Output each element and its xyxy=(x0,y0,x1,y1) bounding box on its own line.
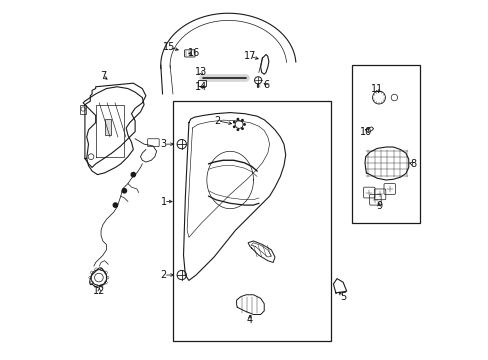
Text: 13: 13 xyxy=(194,67,206,77)
Text: 2: 2 xyxy=(161,270,166,280)
Circle shape xyxy=(233,121,235,123)
Text: 2: 2 xyxy=(214,116,220,126)
Text: 11: 11 xyxy=(370,84,383,94)
Bar xyxy=(80,105,86,114)
Circle shape xyxy=(131,172,135,177)
Bar xyxy=(351,65,419,223)
Text: 6: 6 xyxy=(263,80,268,90)
Text: 4: 4 xyxy=(246,315,252,325)
Text: 8: 8 xyxy=(409,159,415,169)
Text: 7: 7 xyxy=(100,71,106,81)
Circle shape xyxy=(233,126,235,127)
Text: 10: 10 xyxy=(360,127,372,136)
Text: 3: 3 xyxy=(161,139,166,149)
Text: 9: 9 xyxy=(375,201,381,211)
Circle shape xyxy=(113,203,117,207)
Text: 5: 5 xyxy=(339,292,346,302)
Text: 16: 16 xyxy=(188,48,200,58)
Text: 15: 15 xyxy=(163,42,175,52)
Text: 17: 17 xyxy=(243,51,256,61)
Circle shape xyxy=(237,129,238,130)
Bar xyxy=(172,101,330,341)
Circle shape xyxy=(241,128,243,129)
Text: 1: 1 xyxy=(161,197,166,207)
Circle shape xyxy=(122,189,126,193)
Bar xyxy=(104,119,111,135)
Circle shape xyxy=(241,120,243,121)
Text: 12: 12 xyxy=(93,286,105,296)
Circle shape xyxy=(237,118,238,120)
Text: 14: 14 xyxy=(195,82,207,93)
